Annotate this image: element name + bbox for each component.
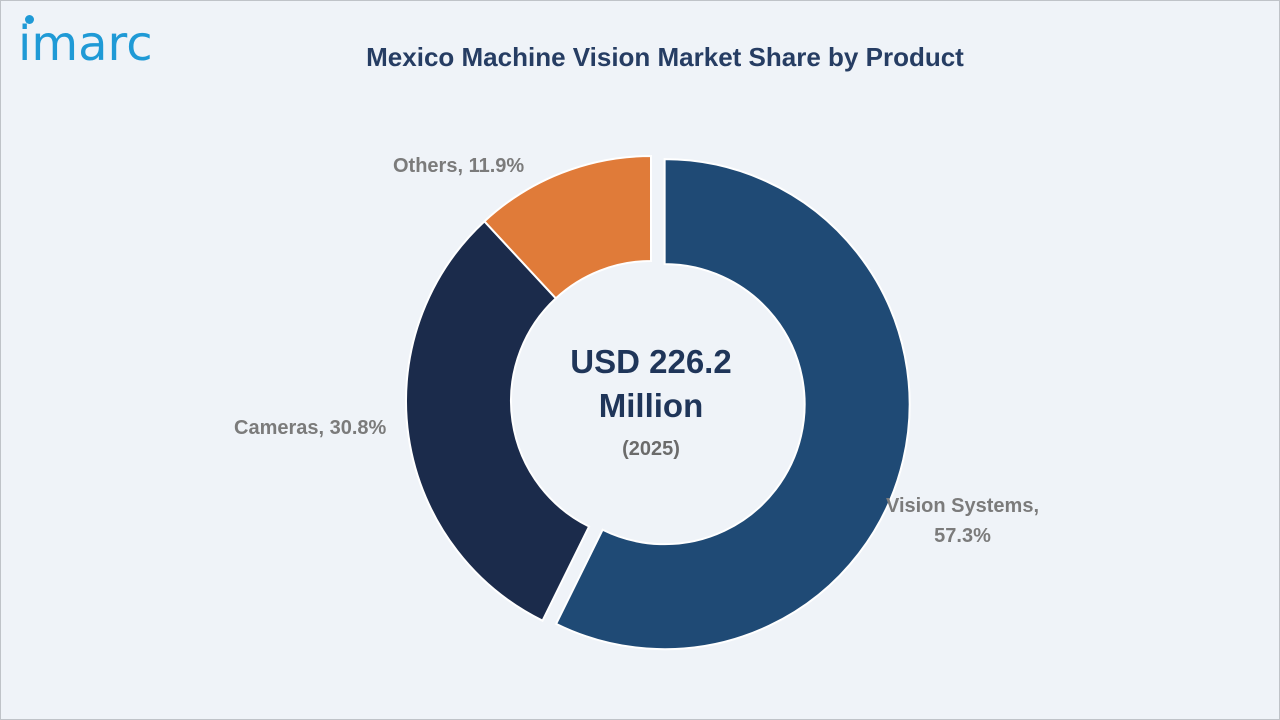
slice-label-others: Others, 11.9% [393, 155, 525, 177]
center-year: (2025) [622, 438, 680, 460]
center-value: USD 226.2 Million [570, 343, 732, 424]
slice-label-cameras: Cameras, 30.8% [234, 417, 387, 439]
logo-text: imarc [18, 16, 153, 72]
slice-label-vision-systems-text: Vision Systems, 57.3% [885, 495, 1040, 547]
donut-slices [405, 154, 911, 651]
slice-others [482, 154, 652, 300]
logo-dot [25, 15, 34, 24]
chart-title: Mexico Machine Vision Market Share by Pr… [366, 42, 964, 72]
slice-vision-systems [554, 158, 911, 651]
slice-label-vision-systems: Vision Systems, 57.3% [885, 491, 1040, 551]
slice-cameras [405, 219, 591, 623]
imarc-logo: imarc [18, 12, 208, 82]
